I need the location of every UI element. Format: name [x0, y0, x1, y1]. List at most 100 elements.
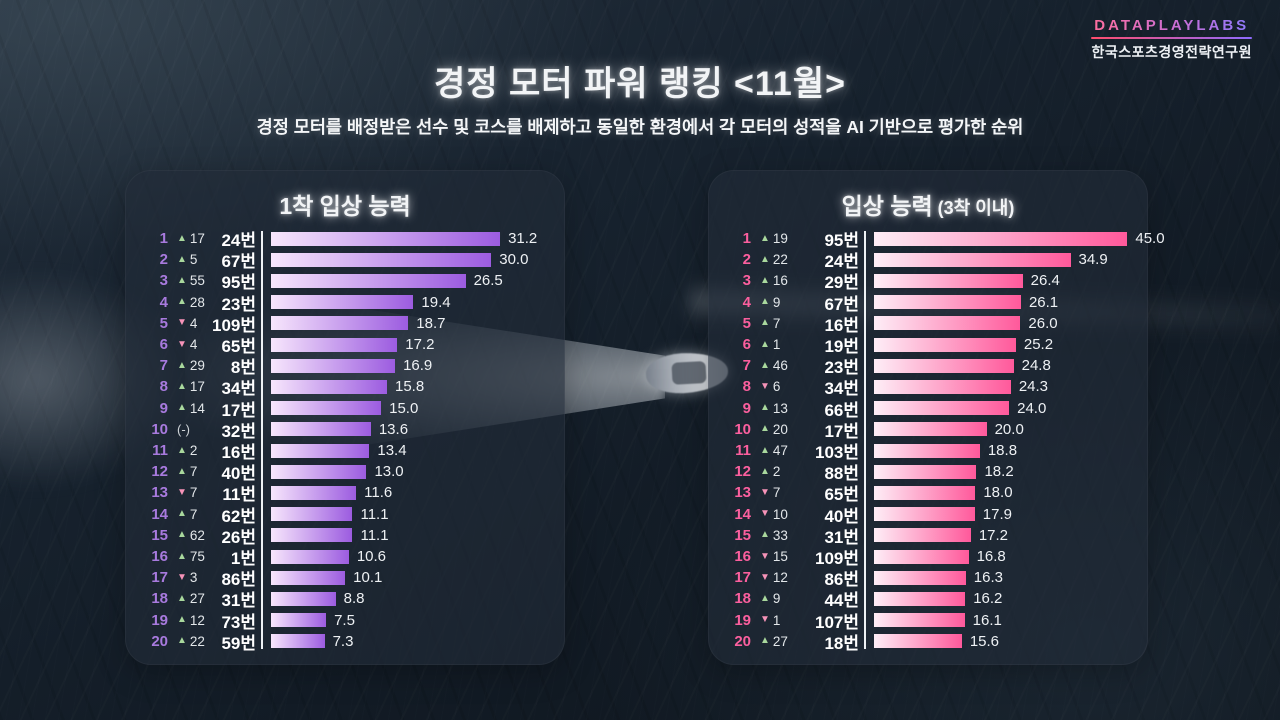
- bar: [874, 273, 1023, 288]
- change-indicator: ▲ 1: [751, 337, 795, 352]
- value-label: 17.2: [978, 526, 1009, 544]
- bar: [271, 591, 336, 606]
- table-row: 5 ▲ 7 16번 26.0: [723, 314, 1133, 335]
- change-indicator: ▲ 75: [168, 549, 212, 564]
- motor-number: 26번: [221, 527, 256, 547]
- bar: [271, 634, 325, 649]
- motor-number: 67번: [824, 294, 859, 314]
- up-arrow-icon: ▲: [177, 253, 187, 265]
- bar-chart-top3: 1 ▲ 19 95번 45.0 2 ▲ 22 24번 34.9 3 ▲ 16 29번 26.4 4 ▲ 9 67번 2…: [723, 229, 1165, 653]
- bar: [874, 316, 1021, 331]
- motor-number: 24번: [221, 231, 256, 250]
- change-indicator: ▲ 7: [168, 507, 212, 522]
- bar: [271, 422, 371, 437]
- table-row: 9 ▲ 14 17번 15.0: [140, 399, 550, 420]
- bar-track: 15.8: [271, 378, 550, 395]
- rank-label: 7: [742, 357, 751, 375]
- table-row: 2 ▲ 22 24번 34.9: [723, 250, 1133, 272]
- change-indicator: ▲ 19: [751, 231, 795, 246]
- row-labels: 11 ▲ 47 103번: [723, 438, 868, 463]
- motor-number: 1번: [230, 549, 256, 569]
- value-label: 18.7: [416, 314, 446, 332]
- up-arrow-icon: ▲: [177, 402, 187, 414]
- table-row: 15 ▲ 33 31번 17.2: [723, 526, 1133, 547]
- change-value: 4: [189, 315, 198, 331]
- up-arrow-icon: ▲: [177, 380, 187, 392]
- value-label: 34.9: [1078, 251, 1108, 269]
- rank-label: 18: [151, 590, 168, 608]
- bar-track: 18.0: [874, 484, 1133, 502]
- change-indicator: ▼ 6: [751, 379, 795, 394]
- row-labels: 10 ▲ 20 17번: [723, 417, 868, 442]
- rank-label: 12: [151, 463, 168, 481]
- table-row: 19 ▼ 1 107번 16.1: [723, 611, 1133, 632]
- rank-label: 10: [151, 420, 168, 438]
- row-labels: 3 ▲ 16 29번: [723, 268, 868, 293]
- rank-label: 11: [735, 442, 751, 460]
- bar-track: 17.9: [874, 506, 1133, 523]
- row-labels: 3 ▲ 55 95번: [140, 268, 265, 293]
- value-label: 24.8: [1021, 357, 1051, 375]
- down-arrow-icon: ▼: [177, 338, 187, 350]
- brand-logo: DATAPLAYLABS 한국스포츠경영전략연구원: [1091, 17, 1252, 62]
- rank-label: 12: [734, 463, 751, 481]
- table-row: 1 ▲ 19 95번 45.0: [723, 229, 1165, 250]
- bar: [271, 401, 382, 416]
- bar: [271, 252, 492, 267]
- bar: [874, 252, 1071, 267]
- value-label: 7.3: [332, 632, 354, 650]
- change-indicator: ▲ 22: [168, 634, 212, 649]
- change-value: 2: [772, 464, 781, 480]
- change-value: 20: [772, 421, 788, 437]
- change-value: 75: [189, 549, 205, 565]
- rank-label: 15: [734, 526, 751, 544]
- change-value: 28: [189, 294, 205, 310]
- change-value: 9: [772, 294, 781, 310]
- bar: [874, 379, 1011, 394]
- up-arrow-icon: ▲: [177, 508, 187, 520]
- table-row: 10 (-) 32번 13.6: [140, 420, 550, 441]
- row-labels: 20 ▲ 22 59번: [140, 629, 265, 654]
- change-indicator: (-): [168, 422, 212, 437]
- bar: [271, 485, 357, 500]
- bar-track: 10.6: [271, 548, 550, 565]
- row-labels: 14 ▼ 10 40번: [723, 502, 868, 527]
- change-value: 7: [189, 506, 198, 522]
- row-labels: 6 ▼ 4 65번: [140, 332, 265, 357]
- motor-number: 17번: [824, 421, 859, 441]
- value-label: 15.0: [389, 399, 419, 417]
- table-row: 11 ▲ 2 16번 13.4: [140, 441, 550, 462]
- value-label: 26.5: [473, 272, 503, 290]
- value-label: 18.0: [983, 484, 1013, 502]
- row-labels: 9 ▲ 13 66번: [723, 396, 868, 421]
- row-labels: 8 ▲ 17 34번: [140, 374, 265, 399]
- table-row: 1 ▲ 17 24번 31.2: [140, 229, 550, 250]
- bar-track: 11.6: [271, 484, 550, 501]
- value-label: 16.1: [972, 611, 1002, 629]
- bar: [271, 231, 501, 246]
- value-label: 15.6: [969, 632, 1000, 650]
- row-labels: 6 ▲ 1 19번: [723, 332, 868, 357]
- bar: [271, 316, 409, 331]
- motor-number: 34번: [221, 379, 256, 399]
- table-row: 8 ▲ 17 34번 15.8: [140, 374, 550, 399]
- bar-track: 34.9: [874, 251, 1133, 269]
- table-row: 8 ▼ 6 34번 24.3: [723, 377, 1133, 398]
- value-label: 13.0: [374, 463, 404, 481]
- up-arrow-icon: ▲: [760, 423, 770, 435]
- change-value: 10: [772, 506, 788, 522]
- value-label: 16.3: [973, 569, 1003, 587]
- value-label: 13.4: [377, 442, 407, 460]
- table-row: 14 ▲ 7 62번 11.1: [140, 502, 550, 527]
- bar: [271, 337, 398, 352]
- up-arrow-icon: ▲: [177, 296, 187, 308]
- row-labels: 2 ▲ 5 67번: [140, 247, 265, 272]
- row-labels: 14 ▲ 7 62번: [140, 502, 265, 527]
- change-value: 7: [772, 485, 781, 501]
- change-indicator: ▲ 17: [168, 379, 212, 394]
- change-indicator: ▲ 7: [751, 316, 795, 331]
- down-arrow-icon: ▼: [760, 508, 770, 520]
- table-row: 15 ▲ 62 26번 11.1: [140, 526, 550, 547]
- motor-number: 24번: [824, 252, 859, 272]
- bar-track: 16.2: [874, 590, 1133, 607]
